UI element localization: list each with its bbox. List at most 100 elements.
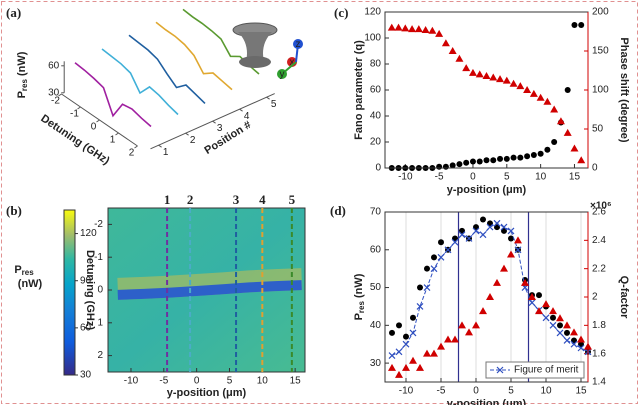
point [469, 158, 476, 165]
y-tick-label: 60 [370, 244, 382, 255]
point [557, 322, 563, 329]
x-tick-label: 15 [290, 376, 302, 387]
label-main: P [16, 91, 28, 98]
label-sub: res [357, 300, 366, 313]
point [537, 150, 544, 157]
y2-tick-label: 1.4 [592, 377, 606, 388]
point [516, 82, 525, 90]
icon-dot [277, 69, 287, 79]
point [388, 363, 396, 371]
x-tick [115, 132, 119, 136]
icon-label: z [296, 39, 301, 50]
x-tick-label: 2 [129, 148, 135, 159]
x-tick-label: 1 [110, 135, 116, 146]
point [507, 227, 515, 235]
point [577, 344, 585, 352]
point [436, 163, 443, 170]
point [424, 265, 430, 272]
point [451, 335, 459, 343]
point [570, 144, 579, 152]
point [578, 22, 585, 28]
point [549, 321, 557, 329]
x-tick-label: -2 [51, 96, 60, 107]
x-tick-label: 5 [504, 172, 510, 183]
point [430, 349, 438, 357]
point [458, 231, 466, 239]
y-tick-label: 70 [370, 207, 382, 218]
marker-label: 4 [259, 192, 266, 207]
point [414, 25, 423, 33]
z-tick-label: 3 [217, 123, 223, 134]
point [556, 314, 564, 322]
x-tick-label: -10 [124, 376, 139, 387]
curve [128, 34, 206, 104]
colorbar-tick-label: 120 [80, 228, 97, 239]
point [448, 47, 457, 54]
y2-tick-label: 150 [592, 46, 609, 57]
x-tick-label: 15 [569, 172, 581, 183]
point [437, 253, 445, 261]
point [503, 155, 510, 162]
point [458, 321, 466, 329]
point [483, 157, 490, 164]
z-tick-label: 5 [271, 99, 277, 110]
point [563, 321, 571, 329]
y2-axis-label: Q-factor [618, 276, 630, 320]
point [563, 128, 572, 136]
x-tick [134, 145, 138, 149]
y2-scale: ×10⁶ [590, 201, 612, 212]
point [423, 349, 431, 357]
point [410, 314, 416, 321]
point [493, 278, 501, 286]
point [551, 139, 558, 145]
point [479, 231, 487, 239]
point [472, 321, 480, 329]
point [542, 314, 550, 322]
y-tick-label: 50 [370, 282, 382, 293]
point [451, 238, 459, 246]
point [542, 300, 550, 308]
point [544, 146, 551, 153]
point [463, 159, 470, 166]
point [401, 24, 410, 32]
y-tick-label: 1 [97, 317, 103, 328]
y-axis-label: Fano parameter (q) [353, 40, 365, 140]
y-tick-label: 30 [370, 358, 382, 369]
point [500, 223, 508, 231]
label-unit: (nW) [16, 51, 28, 76]
point [530, 152, 537, 158]
x-tick-label: -10 [399, 386, 414, 397]
legend-marker [496, 366, 504, 374]
y2-tick-label: 2 [592, 292, 598, 303]
colorbar-unit: (nW) [18, 278, 43, 290]
x-tick-label: -5 [159, 376, 168, 387]
plot-background [385, 12, 588, 168]
colorbar-tick-label: 90 [80, 275, 92, 286]
y-tick-label: -2 [94, 219, 103, 230]
point [500, 264, 508, 272]
x-tick [96, 119, 100, 123]
panel-label: (c) [334, 5, 348, 20]
point [441, 39, 450, 47]
y2-axis-label: Phase shift (degree) [618, 37, 630, 142]
y2-tick-label: 1.8 [592, 320, 606, 331]
point [389, 329, 395, 336]
point [423, 284, 431, 291]
z-tick-label: 2 [190, 135, 196, 146]
colorbar-tick-label: 30 [80, 370, 92, 381]
colorbar [63, 209, 76, 376]
point [449, 162, 456, 169]
axis-label: Pres (nW) [16, 51, 29, 98]
y-tick-label: 60 [370, 85, 382, 96]
y-axis-label: Detuning (GHz) [84, 250, 96, 330]
point [564, 87, 571, 93]
point [475, 70, 484, 78]
point [416, 303, 424, 310]
x-tick-label: 10 [257, 376, 269, 387]
z-tick [185, 132, 189, 136]
x-axis-label: y-position (μm) [447, 184, 527, 196]
point [521, 278, 529, 286]
axis-label: Pres [14, 264, 34, 277]
